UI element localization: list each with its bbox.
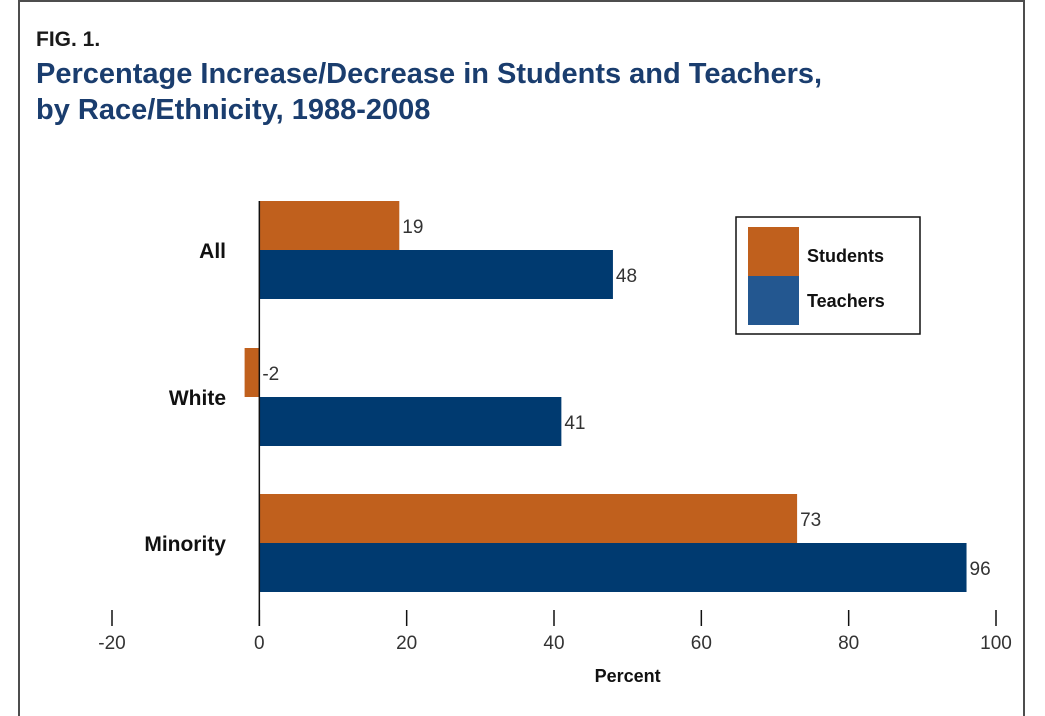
legend-label-teachers: Teachers — [807, 291, 885, 311]
value-label-teachers-minority: 96 — [970, 559, 991, 580]
legend-swatch-teachers — [748, 276, 799, 325]
x-tick-label--20: -20 — [98, 633, 125, 654]
figure-title: Percentage Increase/Decrease in Students… — [36, 56, 996, 128]
bar-students-all — [259, 201, 400, 250]
category-label-all: All — [199, 240, 226, 263]
x-tick-label-40: 40 — [543, 633, 564, 654]
x-tick-label-80: 80 — [838, 633, 859, 654]
x-axis-ticks-group: -20 0 20 40 60 80 100 — [98, 610, 1012, 654]
legend-label-students: Students — [807, 246, 884, 266]
x-tick-label-20: 20 — [396, 633, 417, 654]
bar-students-white — [244, 348, 260, 397]
x-tick-label-60: 60 — [691, 633, 712, 654]
bar-teachers-minority — [259, 543, 967, 592]
category-label-minority: Minority — [144, 533, 226, 556]
legend-swatch-students — [748, 227, 799, 276]
bars-group — [244, 201, 967, 592]
category-labels-group: All White Minority — [144, 240, 226, 556]
x-tick-label-0: 0 — [254, 633, 265, 654]
figure-frame — [18, 0, 1025, 716]
figure-label: FIG. 1. — [36, 28, 101, 51]
bar-teachers-all — [259, 250, 613, 299]
bar-teachers-white — [259, 397, 562, 446]
figure-title-line1: Percentage Increase/Decrease in Students… — [36, 58, 823, 90]
value-label-students-minority: 73 — [800, 510, 821, 531]
bar-students-minority — [259, 494, 798, 543]
value-label-students-all: 19 — [402, 217, 423, 238]
value-label-students-white: -2 — [262, 364, 279, 385]
value-labels-group: 19 48 -2 41 73 96 — [262, 217, 990, 580]
value-label-teachers-white: 41 — [564, 413, 585, 434]
figure-title-line2: by Race/Ethnicity, 1988-2008 — [36, 94, 431, 126]
x-tick-label-100: 100 — [980, 633, 1012, 654]
value-label-teachers-all: 48 — [616, 266, 637, 287]
x-axis-label: Percent — [595, 666, 661, 686]
legend: Students Teachers — [735, 216, 921, 335]
category-label-white: White — [169, 387, 226, 410]
